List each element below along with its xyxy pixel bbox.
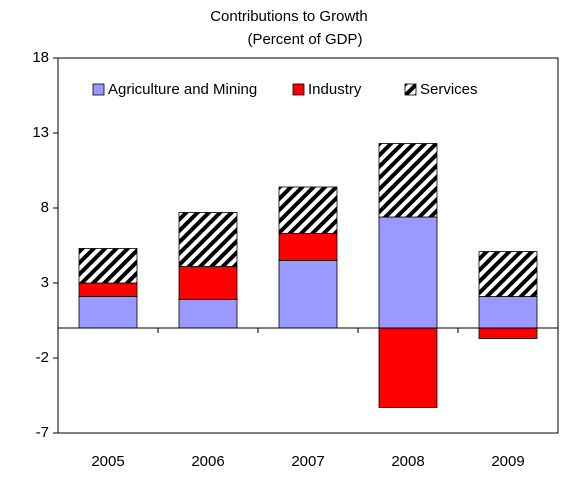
legend-label: Industry (308, 81, 362, 98)
bar-segment (78, 282, 138, 297)
bar-segment (78, 296, 138, 329)
bar-segment (78, 248, 138, 284)
legend-swatch (292, 83, 305, 96)
bar-segment (378, 216, 438, 329)
bar-segment (178, 299, 238, 329)
legend-swatch (404, 83, 417, 96)
bar-segment (478, 296, 538, 329)
y-tick-label: 18 (32, 49, 49, 66)
x-tick-label: 2009 (491, 453, 524, 470)
y-tick-label: 13 (32, 124, 49, 141)
y-tick-label: 3 (41, 274, 49, 291)
x-tick-label: 2005 (91, 453, 124, 470)
bar-segment (178, 266, 238, 300)
x-tick-label: 2006 (191, 453, 224, 470)
bar-segment (478, 327, 538, 339)
bar-segment (278, 186, 338, 234)
y-tick-label: 8 (41, 199, 49, 216)
legend-label: Services (420, 81, 478, 98)
legend-label: Agriculture and Mining (108, 81, 257, 98)
y-tick-label: -7 (36, 424, 49, 441)
bar-segment (378, 143, 438, 218)
legend-swatch (92, 83, 105, 96)
bar-segment (378, 327, 438, 408)
bar-segment (278, 233, 338, 261)
bar-segment (278, 260, 338, 329)
bar-segment (178, 212, 238, 267)
x-tick-label: 2007 (291, 453, 324, 470)
chart-title: Contributions to Growth (210, 8, 368, 25)
plot-frame (57, 57, 559, 434)
bar-segment (478, 251, 538, 297)
x-tick-label: 2008 (391, 453, 424, 470)
chart-subtitle: (Percent of GDP) (247, 31, 362, 48)
y-tick-label: -2 (36, 349, 49, 366)
